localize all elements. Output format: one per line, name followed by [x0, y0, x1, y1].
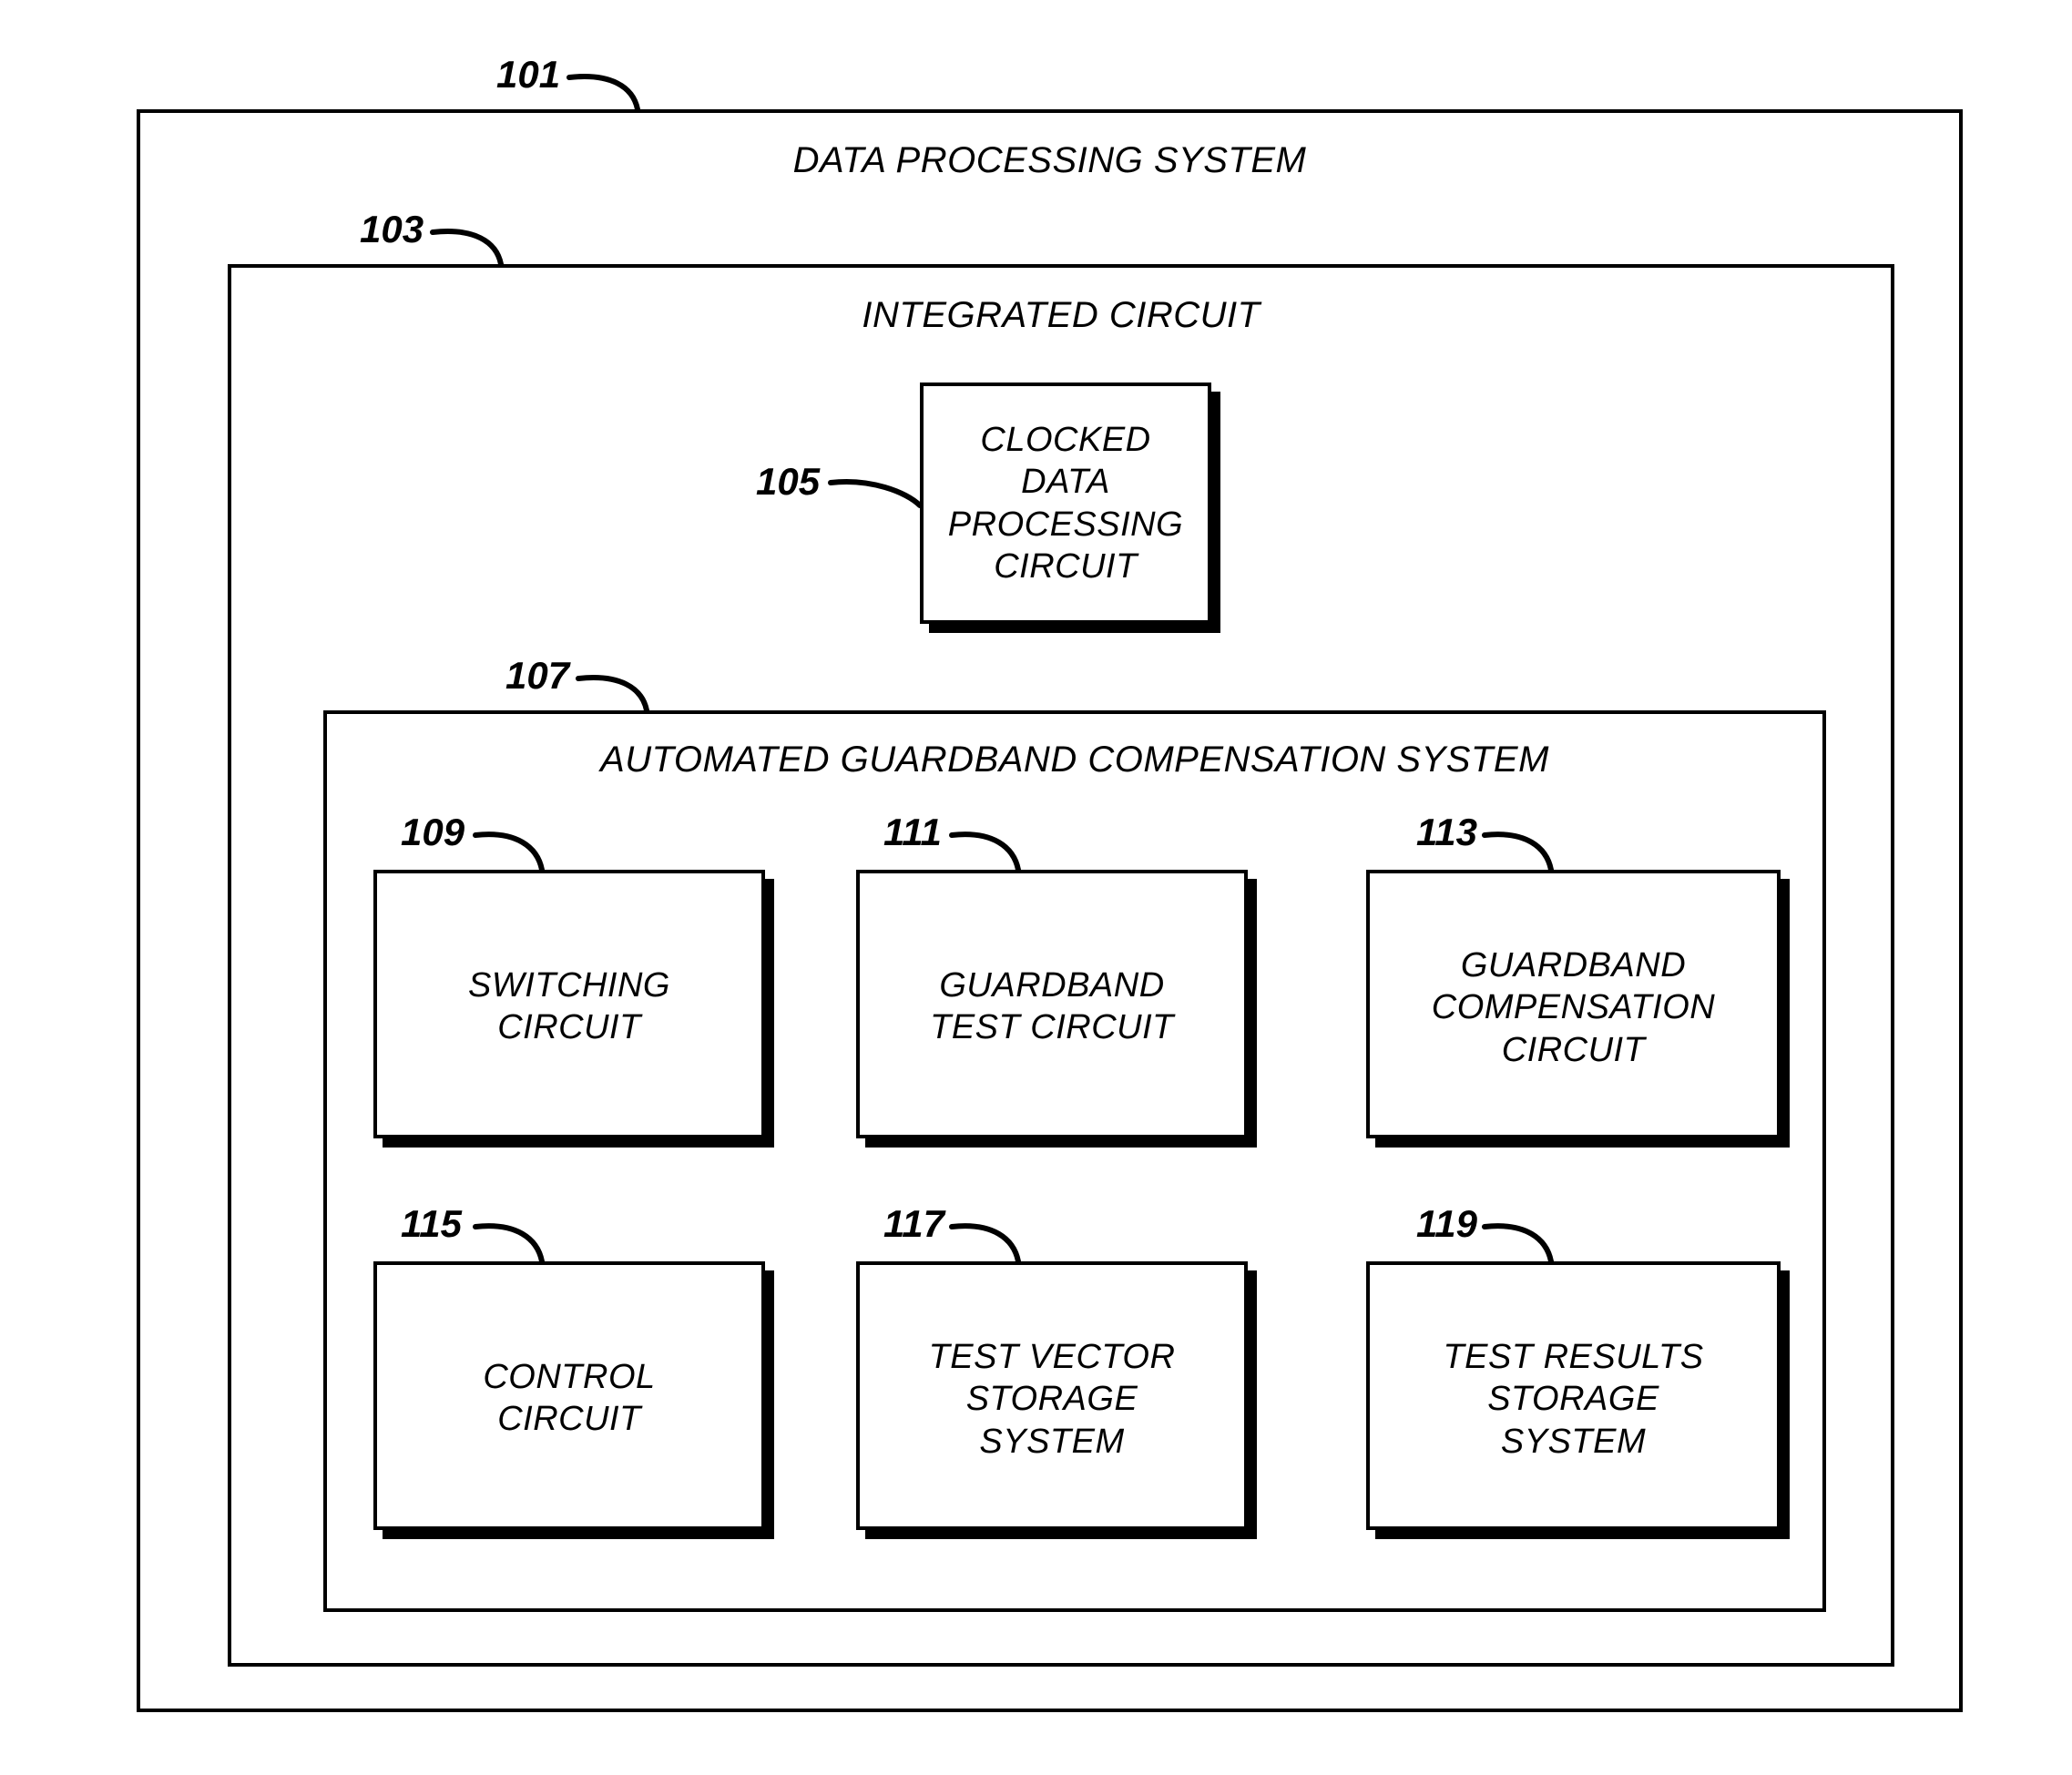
leader-105 [831, 482, 920, 505]
leader-117 [952, 1226, 1018, 1261]
leaders-svg [0, 0, 2072, 1775]
leader-111 [952, 834, 1018, 870]
leader-107 [578, 678, 647, 710]
leader-113 [1485, 834, 1551, 870]
leader-101 [569, 77, 638, 109]
leader-119 [1485, 1226, 1551, 1261]
leader-103 [433, 231, 501, 264]
leader-115 [475, 1226, 542, 1261]
leader-109 [475, 834, 542, 870]
diagram-stage: DATA PROCESSING SYSTEM INTEGRATED CIRCUI… [0, 0, 2072, 1775]
